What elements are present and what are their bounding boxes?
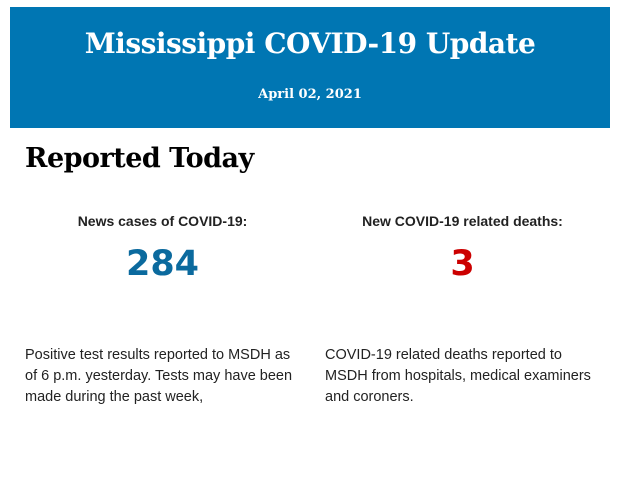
section-heading: Reported Today xyxy=(25,143,254,174)
new-deaths-label: New COVID-19 related deaths: xyxy=(362,213,563,229)
page-title: Mississippi COVID-19 Update xyxy=(84,27,536,60)
new-cases-description: Positive test results reported to MSDH a… xyxy=(25,347,293,405)
new-deaths-value: 3 xyxy=(450,244,475,284)
report-date: April 02, 2021 xyxy=(258,87,362,102)
new-cases-stat: News cases of COVID-19: 284 Positive tes… xyxy=(25,213,300,405)
new-cases-value: 284 xyxy=(125,244,200,284)
new-deaths-stat: New COVID-19 related deaths: 3 COVID-19 … xyxy=(325,213,600,405)
new-cases-label: News cases of COVID-19: xyxy=(77,213,248,229)
header-banner: Mississippi COVID-19 Update April 02, 20… xyxy=(10,7,610,128)
new-deaths-description: COVID-19 related deaths reported to MSDH… xyxy=(325,347,591,405)
